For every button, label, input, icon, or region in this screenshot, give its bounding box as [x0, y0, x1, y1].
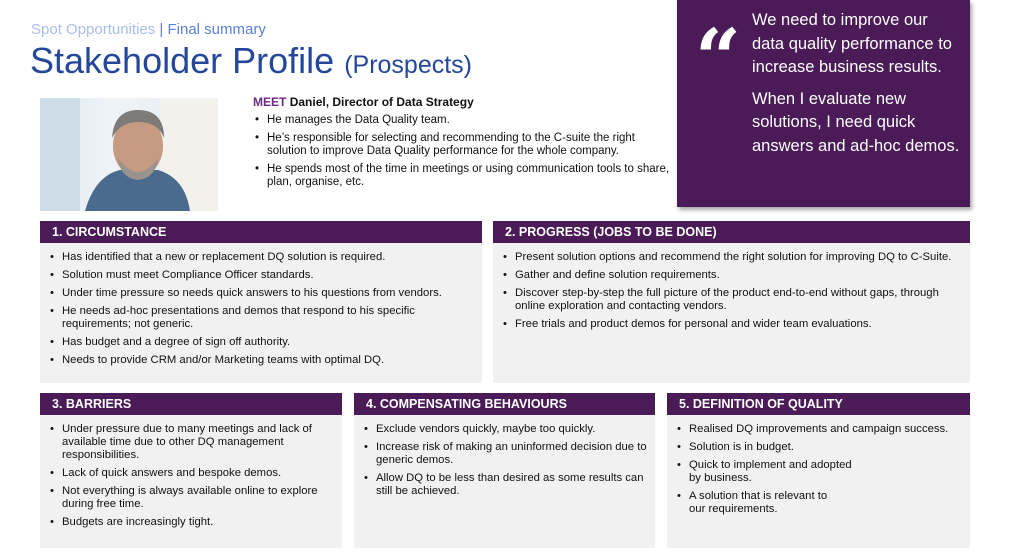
meet-label: MEET	[253, 95, 287, 109]
list-item: Free trials and product demos for person…	[501, 318, 964, 331]
persona-name-role: Daniel, Director of Data Strategy	[289, 95, 474, 109]
breadcrumb: Spot Opportunities | Final summary	[31, 21, 266, 38]
list-item: Gather and define solution requirements.	[501, 269, 964, 282]
breadcrumb-section[interactable]: Spot Opportunities	[31, 21, 156, 38]
quote-text: We need to improve our data quality perf…	[752, 9, 962, 166]
breadcrumb-separator: |	[155, 21, 168, 38]
page-title-text: Stakeholder Profile	[30, 40, 335, 81]
list-item: Discover step-by-step the full picture o…	[501, 287, 964, 313]
list-item: Under pressure due to many meetings and …	[48, 423, 336, 462]
quote-box: “ We need to improve our data quality pe…	[677, 0, 970, 207]
section-circumstance: 1. CIRCUMSTANCE Has identified that a ne…	[40, 221, 482, 383]
section-definition-of-quality: 5. DEFINITION OF QUALITY Realised DQ imp…	[667, 393, 970, 548]
list-item: He needs ad-hoc presentations and demos …	[48, 305, 476, 331]
section-progress: 2. PROGRESS (JOBS TO BE DONE) Present so…	[493, 221, 970, 383]
list-item: Has budget and a degree of sign off auth…	[48, 336, 476, 349]
page-title: Stakeholder Profile (Prospects)	[30, 40, 472, 82]
persona-heading: MEET Daniel, Director of Data Strategy	[253, 95, 673, 109]
section-barriers: 3. BARRIERS Under pressure due to many m…	[40, 393, 342, 548]
list-item: Has identified that a new or replacement…	[48, 251, 476, 264]
list-item: Increase risk of making an uninformed de…	[362, 441, 649, 467]
list-item: Under time pressure so needs quick answe…	[48, 287, 476, 300]
persona-bullets: He manages the Data Quality team. He’s r…	[253, 114, 673, 189]
list-item: Present solution options and recommend t…	[501, 251, 964, 264]
list-item: Solution must meet Compliance Officer st…	[48, 269, 476, 282]
persona-summary: MEET Daniel, Director of Data Strategy H…	[253, 95, 673, 194]
breadcrumb-page: Final summary	[167, 21, 266, 38]
person-photo-illustration	[40, 98, 218, 211]
list-item: Exclude vendors quickly, maybe too quick…	[362, 423, 649, 436]
list-item: A solution that is relevant to our requi…	[675, 490, 835, 516]
list-item: Lack of quick answers and bespoke demos.	[48, 467, 336, 480]
list-item: Realised DQ improvements and campaign su…	[675, 423, 948, 436]
persona-bullet: He’s responsible for selecting and recom…	[253, 132, 673, 158]
quote-mark-icon: “	[695, 11, 742, 105]
section-title: 3. BARRIERS	[40, 393, 342, 415]
list-item: Not everything is always available onlin…	[48, 485, 336, 511]
list-item: Needs to provide CRM and/or Marketing te…	[48, 354, 476, 367]
list-item: Allow DQ to be less than desired as some…	[362, 472, 649, 498]
list-item: Quick to implement and adopted by busine…	[675, 459, 855, 485]
persona-bullet: He manages the Data Quality team.	[253, 114, 673, 127]
section-title: 1. CIRCUMSTANCE	[40, 221, 482, 243]
list-item: Solution is in budget.	[675, 441, 850, 454]
section-title: 5. DEFINITION OF QUALITY	[667, 393, 970, 415]
section-title: 4. COMPENSATING BEHAVIOURS	[354, 393, 655, 415]
page-subtitle: (Prospects)	[344, 51, 472, 79]
persona-photo	[40, 98, 218, 211]
section-compensating-behaviours: 4. COMPENSATING BEHAVIOURS Exclude vendo…	[354, 393, 655, 548]
quote-paragraph: When I evaluate new solutions, I need qu…	[752, 89, 960, 155]
persona-bullet: He spends most of the time in meetings o…	[253, 163, 673, 189]
list-item: Budgets are increasingly tight.	[48, 516, 336, 529]
quote-paragraph: We need to improve our data quality perf…	[752, 11, 952, 76]
section-title: 2. PROGRESS (JOBS TO BE DONE)	[493, 221, 970, 243]
